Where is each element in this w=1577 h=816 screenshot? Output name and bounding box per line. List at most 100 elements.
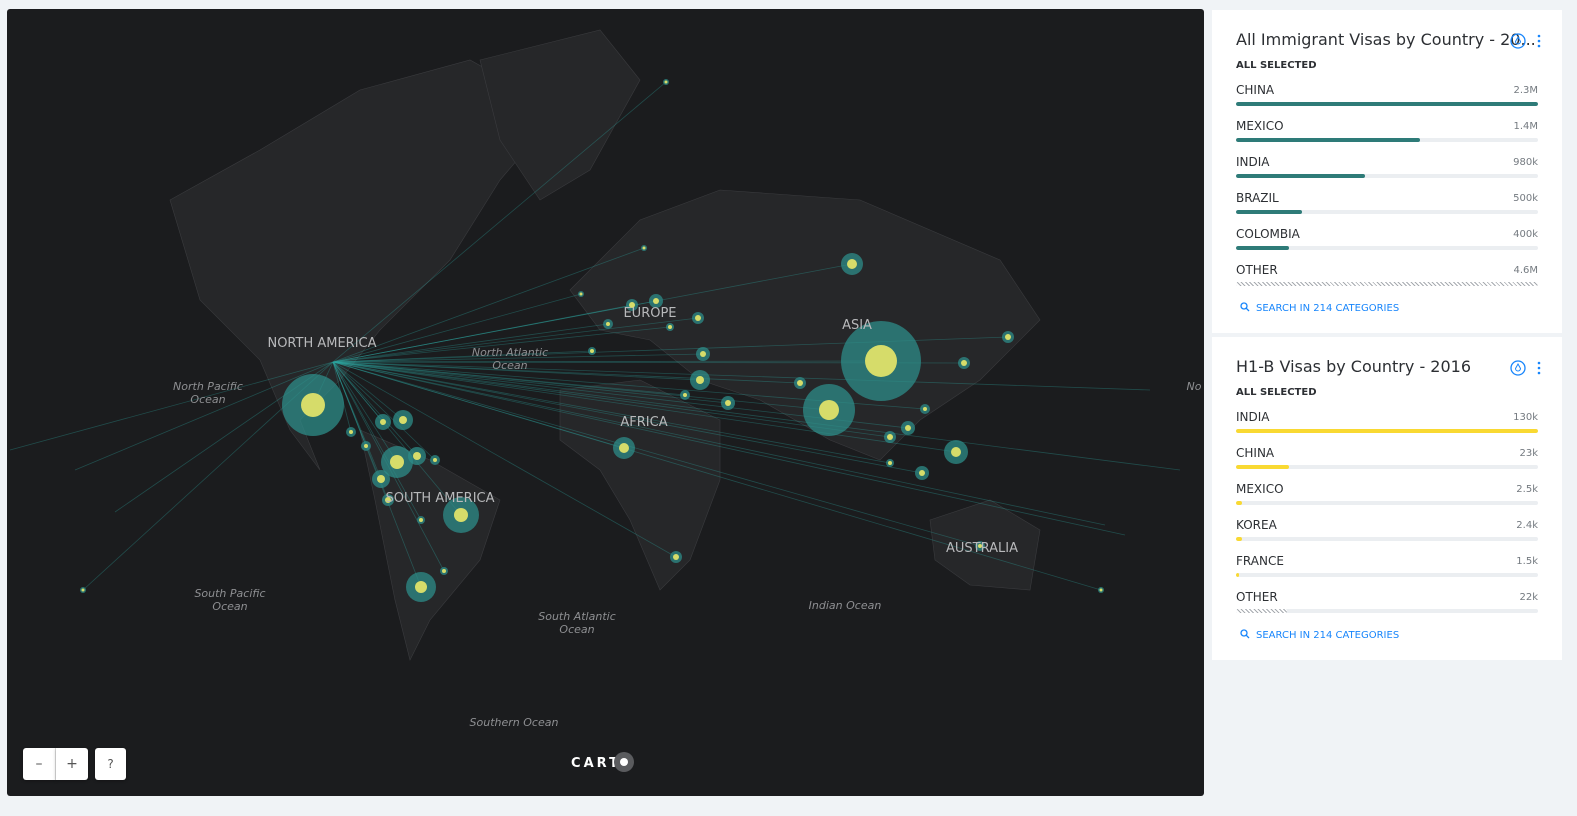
- category-bar: [1236, 573, 1240, 577]
- bar-track: [1236, 246, 1538, 250]
- help-button[interactable]: ?: [95, 748, 126, 780]
- category-row[interactable]: CHINA 23k: [1236, 446, 1538, 482]
- category-name: BRAZIL: [1236, 191, 1279, 205]
- category-value: 2.3M: [1513, 85, 1538, 96]
- flow-line: [332, 361, 677, 558]
- bar-track: [1236, 210, 1538, 214]
- widget-actions[interactable]: [1510, 32, 1544, 50]
- bubble-core: [385, 497, 391, 503]
- bubble-core: [1005, 334, 1011, 340]
- drop: [1514, 362, 1522, 372]
- bubble-core: [673, 554, 679, 560]
- bubble-core: [725, 400, 731, 406]
- category-value: 2.5k: [1516, 484, 1538, 495]
- bubble-core: [419, 518, 423, 522]
- bubble-core: [700, 351, 706, 357]
- flow-line: [332, 361, 701, 381]
- search-text[interactable]: SEARCH IN 214 CATEGORIES: [1256, 303, 1400, 314]
- category-bar: [1236, 282, 1538, 286]
- map[interactable]: NORTH AMERICA EUROPE ASIA AFRICA SOUTH A…: [7, 9, 1204, 796]
- category-name: OTHER: [1236, 590, 1278, 604]
- category-name: COLOMBIA: [1236, 227, 1300, 241]
- category-value: 23k: [1519, 448, 1538, 459]
- category-value: 4.6M: [1513, 265, 1538, 276]
- menu-dot[interactable]: [1537, 44, 1541, 48]
- menu-dot[interactable]: [1537, 361, 1541, 365]
- map-label: North Pacific Ocean: [173, 380, 243, 406]
- bubble-core: [978, 544, 982, 548]
- flow-line: [9, 361, 334, 451]
- widget: H1-B Visas by Country - 2016 ALL SELECTED…: [1212, 337, 1562, 660]
- selection-status: ALL SELECTED: [1236, 60, 1317, 71]
- flow-line: [332, 361, 404, 421]
- bubble-core: [377, 475, 385, 483]
- bubble-core: [642, 246, 646, 250]
- category-row[interactable]: FRANCE 1.5k: [1236, 554, 1538, 590]
- bar-track: [1236, 573, 1538, 577]
- category-bar: [1236, 609, 1288, 613]
- category-bar: [1236, 246, 1289, 250]
- category-row[interactable]: INDIA 130k: [1236, 410, 1538, 446]
- flow-line: [332, 361, 384, 423]
- menu-dot[interactable]: [1537, 39, 1541, 43]
- flow-line: [332, 81, 667, 363]
- continent-labels: NORTH AMERICA EUROPE ASIA AFRICA SOUTH A…: [267, 306, 1018, 556]
- menu-dot[interactable]: [1537, 371, 1541, 375]
- flow-line: [332, 361, 1181, 471]
- bubble-core: [380, 419, 386, 425]
- category-row[interactable]: MEXICO 1.4M: [1236, 119, 1538, 155]
- map-label-line: ASIA: [842, 318, 872, 333]
- bubble-core: [887, 434, 893, 440]
- category-name: OTHER: [1236, 263, 1278, 277]
- bar-track: [1236, 102, 1538, 106]
- category-row[interactable]: MEXICO 2.5k: [1236, 482, 1538, 518]
- map-label-line: Southern Ocean: [470, 716, 559, 729]
- map-label: NORTH AMERICA: [267, 336, 376, 351]
- menu-dot[interactable]: [1537, 366, 1541, 370]
- flow-line: [332, 361, 957, 453]
- color-icon[interactable]: [1510, 33, 1526, 49]
- category-bar: [1236, 537, 1242, 541]
- widget-actions[interactable]: [1510, 359, 1544, 377]
- category-row[interactable]: CHINA 2.3M: [1236, 83, 1538, 119]
- attribution: CART: [571, 756, 621, 771]
- map-label: South Pacific Ocean: [194, 587, 265, 613]
- bubble-core: [364, 444, 368, 448]
- color-icon[interactable]: [1510, 360, 1526, 376]
- category-row[interactable]: OTHER 4.6M: [1236, 263, 1538, 299]
- bubble-core: [442, 569, 446, 573]
- category-row[interactable]: BRAZIL 500k: [1236, 191, 1538, 227]
- category-row[interactable]: KOREA 2.4k: [1236, 518, 1538, 554]
- category-name: FRANCE: [1236, 554, 1284, 568]
- category-bar: [1236, 174, 1365, 178]
- bubble-core: [349, 430, 353, 434]
- category-row[interactable]: OTHER 22k: [1236, 590, 1538, 626]
- widget-icons: [1510, 32, 1544, 54]
- category-row[interactable]: INDIA 980k: [1236, 155, 1538, 191]
- map-label: Southern Ocean: [470, 716, 559, 729]
- category-bar: [1236, 429, 1538, 433]
- map-label-line: EUROPE: [623, 306, 676, 321]
- flow-line: [332, 300, 657, 363]
- search-text[interactable]: SEARCH IN 214 CATEGORIES: [1256, 630, 1400, 641]
- carto-logo[interactable]: CART: [571, 752, 634, 772]
- category-name: MEXICO: [1236, 119, 1284, 133]
- map-bubbles: [80, 79, 1104, 602]
- bar-track: [1236, 429, 1538, 433]
- menu-dot[interactable]: [1537, 34, 1541, 38]
- category-bar: [1236, 210, 1302, 214]
- category-value: 22k: [1519, 592, 1538, 603]
- category-value: 500k: [1513, 193, 1538, 204]
- bubble-core: [847, 259, 857, 269]
- zoom-out-button[interactable]: –: [23, 748, 56, 780]
- search-icon: [1240, 629, 1250, 639]
- zoom-in-button[interactable]: +: [56, 748, 88, 780]
- selection-status: ALL SELECTED: [1236, 387, 1317, 398]
- search-link[interactable]: SEARCH IN 214 CATEGORIES: [1236, 628, 1538, 644]
- land: [169, 29, 1041, 661]
- bar-track: [1236, 501, 1538, 505]
- category-row[interactable]: COLOMBIA 400k: [1236, 227, 1538, 263]
- bar-track: [1236, 282, 1538, 286]
- search-link[interactable]: SEARCH IN 214 CATEGORIES: [1236, 301, 1538, 317]
